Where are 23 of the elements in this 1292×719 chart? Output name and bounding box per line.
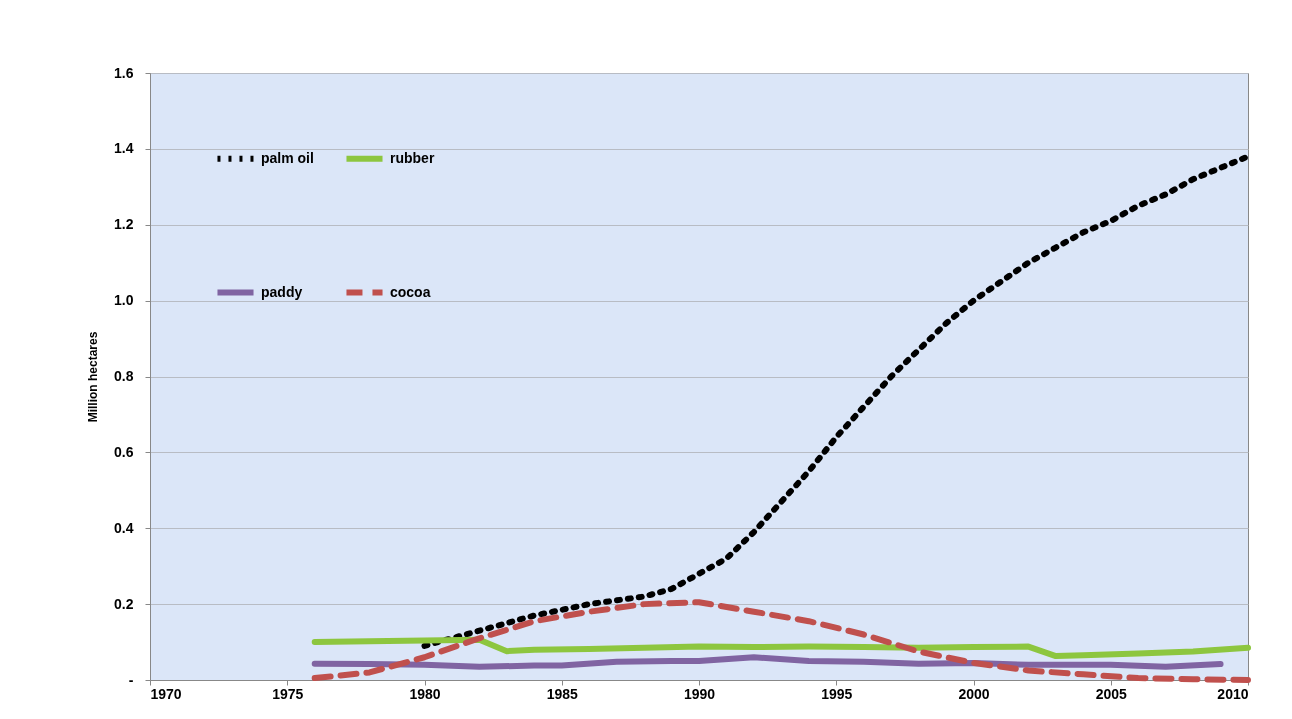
x-tick-label: 2000 bbox=[958, 685, 990, 702]
x-tick-label: 2010 bbox=[1217, 685, 1249, 702]
y-tick-label: 0.2 bbox=[114, 595, 134, 612]
legend-label: palm oil bbox=[261, 149, 314, 166]
x-tick-label: 1995 bbox=[821, 685, 853, 702]
y-tick-label: 1.0 bbox=[114, 292, 134, 309]
x-tick-label: 2005 bbox=[1095, 685, 1128, 702]
y-axis-title: Million hectares bbox=[86, 331, 101, 423]
legend-label: paddy bbox=[261, 283, 303, 300]
y-tick-label: 0.4 bbox=[114, 519, 134, 536]
x-tick-label: 1980 bbox=[409, 685, 441, 702]
x-tick-label: 1970 bbox=[150, 685, 182, 702]
legend-label: cocoa bbox=[390, 283, 431, 300]
legend-label: rubber bbox=[390, 149, 435, 166]
y-tick-label: - bbox=[128, 671, 134, 688]
x-tick-label: 1985 bbox=[546, 685, 579, 702]
x-tick-label: 1975 bbox=[272, 685, 304, 702]
y-tick-label: 1.6 bbox=[114, 64, 134, 81]
x-tick-label: 1990 bbox=[683, 685, 716, 702]
y-tick-label: 0.6 bbox=[114, 443, 134, 460]
y-tick-label: 1.4 bbox=[114, 140, 134, 157]
y-tick-label: 0.8 bbox=[114, 368, 134, 384]
y-tick-label: 1.2 bbox=[114, 216, 134, 233]
